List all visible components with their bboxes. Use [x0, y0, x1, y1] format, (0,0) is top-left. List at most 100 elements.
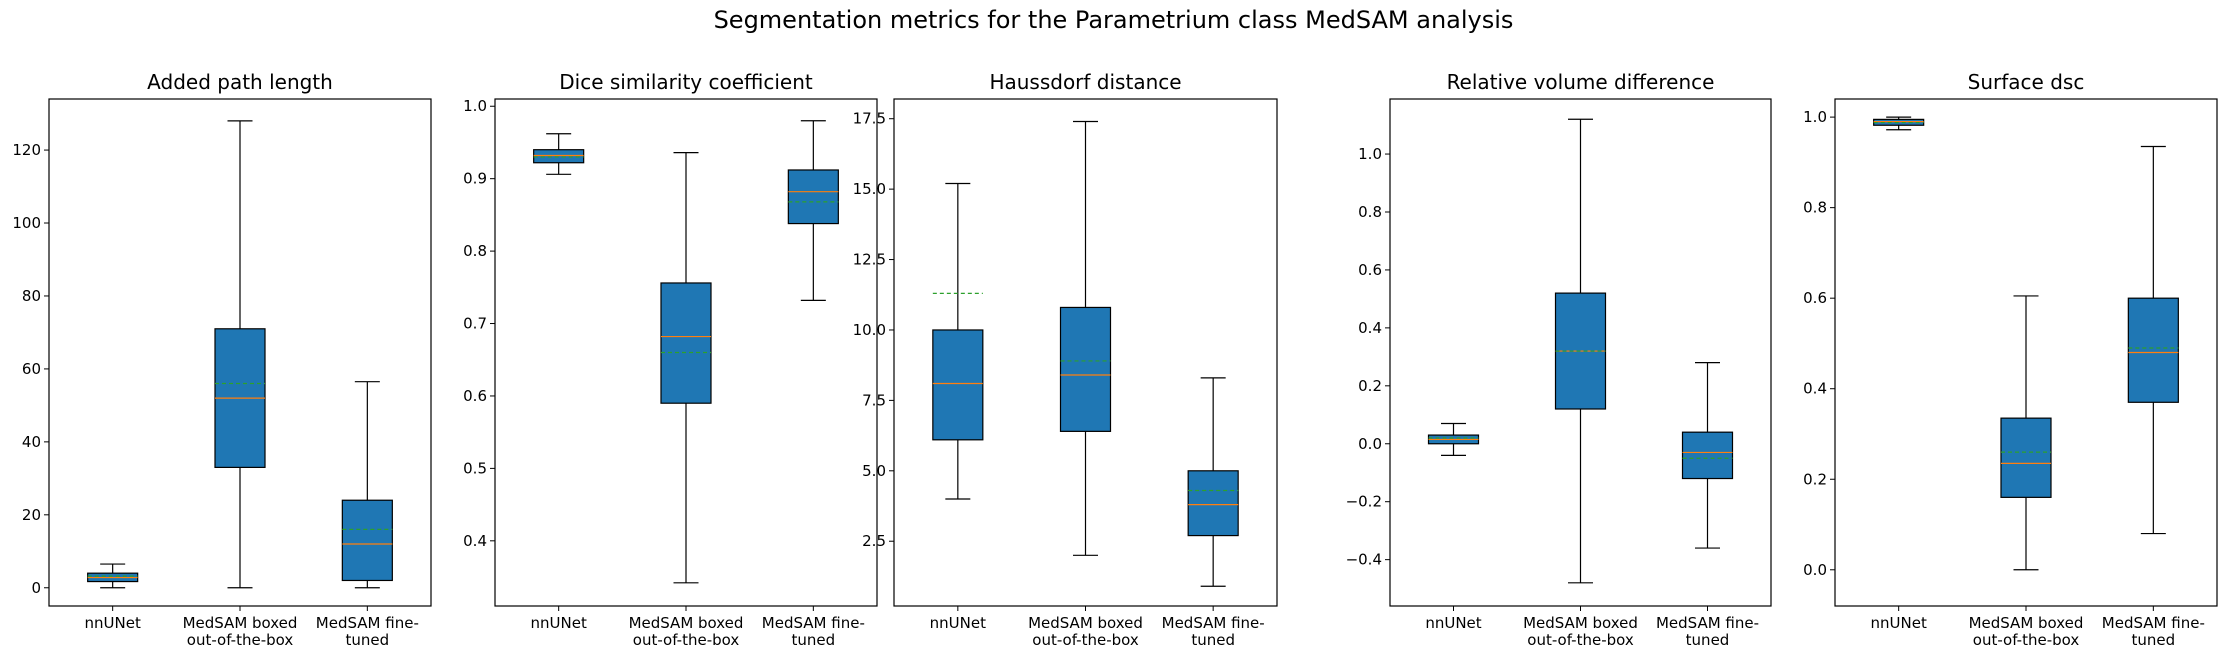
axes-frame [494, 98, 878, 607]
x-tick-label: MedSAM fine-tuned [762, 614, 865, 649]
box-1 [1873, 116, 1925, 131]
x-tick-label: MedSAM boxed out-of-the-box [1969, 614, 2084, 649]
x-tick-label-line: tuned [1191, 631, 1235, 649]
y-tick-label: 120 [12, 141, 41, 159]
box-1 [533, 133, 585, 175]
y-tick-label: 5.0 [862, 462, 886, 480]
box-1 [932, 182, 984, 500]
axes-frame [1834, 98, 2218, 607]
x-tick-label-line: out-of-the-box [1527, 631, 1634, 649]
x-tick-label-line: tuned [792, 631, 836, 649]
boxplot-panel-5: Surface dsc 0.0 0.2 0.4 0.6 0.8 1.0 nnUNet MedSA… [1803, 70, 2218, 649]
x-tick-label: MedSAM fine-tuned [2102, 614, 2205, 649]
x-tick-label-line: out-of-the-box [1032, 631, 1139, 649]
y-tick-label: 0.4 [1803, 380, 1827, 398]
box-2 [1059, 120, 1112, 556]
y-tick-label: 0.6 [1803, 289, 1827, 307]
y-tick-label: 0.4 [463, 532, 487, 550]
boxplot-panel-3: Haussdorf distance 2.5 5.0 7.5 10.0 12.5 15.0 1… [853, 70, 1278, 649]
box-3 [2127, 145, 2179, 535]
y-tick-label: 100 [12, 214, 41, 232]
box-1 [1427, 422, 1480, 456]
y-tick-label: 0.8 [463, 242, 487, 260]
y-tick-label: 15.0 [853, 180, 886, 198]
boxplot-panel-2: Dice similarity coefficient 0.4 0.5 0.6 0.7 0… [463, 70, 878, 649]
x-tick-label-line: out-of-the-box [187, 631, 294, 649]
x-tick-label: nnUNet [930, 614, 986, 632]
box-iqr [2000, 417, 2052, 498]
y-tick-label: 80 [22, 287, 41, 305]
x-tick-label: MedSAM fine-tuned [1162, 614, 1265, 649]
box-3 [1681, 362, 1734, 549]
panel-title: Surface dsc [1968, 70, 2085, 94]
y-tick-label: 0.0 [1803, 561, 1827, 579]
x-tick-label-line: nnUNet [1425, 614, 1481, 632]
x-tick-label: nnUNet [531, 614, 587, 632]
x-tick-label: nnUNet [1425, 614, 1481, 632]
x-tick-label: MedSAM boxed out-of-the-box [1028, 614, 1143, 649]
x-tick-label-line: MedSAM fine- [762, 614, 865, 632]
box-iqr [1681, 431, 1734, 480]
y-tick-label: 0.8 [1358, 203, 1382, 221]
y-tick-label: 40 [22, 433, 41, 451]
y-tick-label: 0.2 [1358, 377, 1382, 395]
x-tick-label-line: nnUNet [930, 614, 986, 632]
x-tick-label-line: MedSAM boxed [1028, 614, 1143, 632]
x-tick-label: nnUNet [1871, 614, 1927, 632]
box-3 [341, 381, 393, 589]
y-tick-label: 1.0 [463, 97, 487, 115]
y-tick-label: 0.6 [1358, 261, 1382, 279]
y-tick-label: 1.0 [1803, 108, 1827, 126]
x-tick-label-line: nnUNet [85, 614, 141, 632]
box-iqr [2127, 297, 2179, 403]
y-tick-label: 7.5 [862, 391, 886, 409]
box-2 [1554, 118, 1607, 584]
y-tick-label: 0.4 [1358, 319, 1382, 337]
box-1 [87, 563, 139, 589]
box-2 [214, 120, 266, 589]
x-tick-label-line: MedSAM boxed [1523, 614, 1638, 632]
x-tick-label-line: MedSAM fine- [1162, 614, 1265, 632]
x-tick-label-line: MedSAM fine- [2102, 614, 2205, 632]
y-tick-label: 60 [22, 360, 41, 378]
y-tick-label: 0.6 [463, 387, 487, 405]
box-iqr [533, 149, 585, 164]
figure-suptitle: Segmentation metrics for the Parametrium… [713, 6, 1514, 34]
panel-title: Haussdorf distance [989, 70, 1181, 94]
x-tick-label-line: out-of-the-box [633, 631, 740, 649]
x-tick-label-line: MedSAM fine- [316, 614, 419, 632]
box-iqr [1187, 470, 1239, 537]
y-tick-label: −0.4 [1346, 551, 1382, 569]
box-iqr [341, 499, 393, 582]
x-tick-label: MedSAM boxed out-of-the-box [183, 614, 298, 649]
box-iqr [787, 169, 839, 225]
y-tick-label: −0.2 [1346, 493, 1382, 511]
x-tick-label: MedSAM fine-tuned [1656, 614, 1759, 649]
y-tick-label: 12.5 [853, 251, 886, 269]
box-2 [2000, 295, 2052, 571]
axes-frame [1389, 98, 1772, 607]
x-tick-label-line: nnUNet [531, 614, 587, 632]
panel-title: Relative volume difference [1447, 70, 1715, 94]
x-tick-label-line: MedSAM boxed [629, 614, 744, 632]
x-tick-label: MedSAM fine-tuned [316, 614, 419, 649]
x-tick-label-line: nnUNet [1871, 614, 1927, 632]
box-iqr [932, 329, 984, 441]
x-tick-label-line: MedSAM fine- [1656, 614, 1759, 632]
box-iqr [660, 282, 712, 404]
boxplot-panel-1: Added path length 0 20 40 60 80 100 120 nnUNet Me… [12, 70, 432, 649]
axes-frame [48, 98, 432, 607]
box-2 [660, 151, 712, 584]
x-tick-label: nnUNet [85, 614, 141, 632]
x-tick-label: MedSAM boxed out-of-the-box [1523, 614, 1638, 649]
y-tick-label: 1.0 [1358, 145, 1382, 163]
y-tick-label: 10.0 [853, 321, 886, 339]
boxplot-panel-4: Relative volume difference −0.4 −0.2 0.0 0.2… [1346, 70, 1772, 649]
x-tick-label: MedSAM boxed out-of-the-box [629, 614, 744, 649]
y-tick-label: 2.5 [862, 532, 886, 550]
box-3 [787, 120, 839, 301]
y-tick-label: 0.0 [1358, 435, 1382, 453]
x-tick-label-line: tuned [2132, 631, 2176, 649]
box-3 [1187, 377, 1239, 587]
